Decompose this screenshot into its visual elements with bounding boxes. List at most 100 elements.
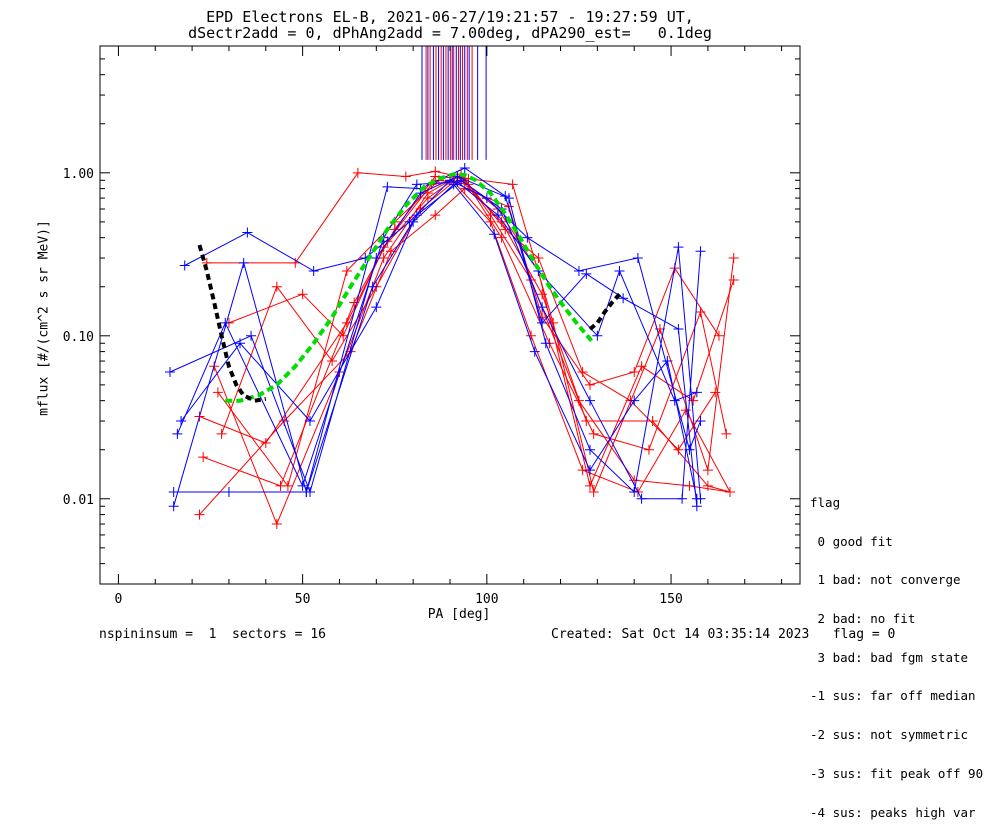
data-point bbox=[684, 480, 695, 491]
legend-entry: -4 sus: peaks high var bbox=[810, 804, 976, 820]
fit-layer bbox=[197, 172, 621, 403]
footer-spin-info: nspininsum = 1 sectors = 16 bbox=[99, 627, 326, 642]
series-line-3 bbox=[206, 170, 735, 494]
data-point bbox=[585, 465, 595, 476]
data-point bbox=[702, 480, 713, 491]
data-point bbox=[677, 493, 688, 504]
legend-entry: -3 sus: fit peak off 90 bbox=[810, 765, 984, 781]
data-point bbox=[629, 366, 640, 377]
x-tick-label: 50 bbox=[295, 592, 311, 607]
data-point bbox=[643, 444, 654, 455]
data-point bbox=[588, 487, 599, 498]
legend-entry: 3 bad: bad fgm state bbox=[810, 649, 969, 665]
chart-title-line2: dSectr2add = 0, dPhAng2add = 7.00deg, dP… bbox=[188, 24, 712, 42]
legend-entry: -1 sus: far off median bbox=[810, 688, 976, 704]
series-line-2 bbox=[213, 175, 735, 526]
y-tick-label: 0.01 bbox=[63, 493, 94, 508]
data-point bbox=[349, 297, 360, 308]
y-tick-label: 0.10 bbox=[63, 330, 94, 345]
data-point bbox=[695, 306, 706, 317]
data-point bbox=[172, 428, 183, 439]
data-point bbox=[573, 265, 584, 276]
data-point bbox=[382, 181, 393, 192]
data-point bbox=[352, 167, 363, 178]
series-line-9 bbox=[173, 179, 701, 500]
data-point bbox=[430, 166, 441, 177]
data-point bbox=[629, 395, 640, 406]
data-point bbox=[238, 257, 249, 268]
footer-created-info: Created: Sat Oct 14 03:35:14 2023 flag =… bbox=[551, 627, 896, 642]
data-point bbox=[341, 265, 352, 276]
data-point bbox=[282, 480, 293, 491]
data-point bbox=[271, 519, 282, 530]
data-point bbox=[168, 501, 179, 512]
legend-entry: 2 bad: no fit bbox=[810, 610, 916, 626]
vertical-markers-layer bbox=[421, 46, 487, 160]
data-point bbox=[728, 253, 739, 264]
data-point bbox=[260, 437, 271, 448]
data-point bbox=[305, 416, 315, 427]
data-point bbox=[338, 330, 349, 341]
y-axis-label: mflux [#/(cm^2 s sr MeV)] bbox=[36, 220, 52, 416]
series-line-10 bbox=[176, 181, 697, 488]
data-point bbox=[585, 379, 595, 390]
data-point bbox=[585, 444, 595, 455]
axes-layer: 0 50 100 150 0.01 0.10 1.00 bbox=[63, 45, 801, 607]
series-layer bbox=[165, 163, 739, 530]
series-line-8 bbox=[169, 175, 701, 499]
series-line-5 bbox=[228, 173, 727, 451]
legend-entry: 0 good fit bbox=[810, 533, 893, 549]
data-point bbox=[585, 395, 595, 406]
data-point bbox=[662, 356, 673, 367]
data-point bbox=[614, 265, 625, 276]
data-point bbox=[537, 302, 548, 313]
data-point bbox=[492, 210, 503, 221]
series-line-7 bbox=[221, 181, 731, 493]
data-point bbox=[179, 260, 190, 271]
legend-entry: 1 bad: not converge bbox=[810, 572, 961, 588]
series-line-12 bbox=[180, 183, 698, 499]
data-point bbox=[529, 346, 540, 357]
data-point bbox=[459, 163, 470, 174]
data-point bbox=[721, 428, 732, 439]
data-point bbox=[673, 444, 684, 455]
data-point bbox=[691, 493, 702, 504]
data-point bbox=[430, 210, 441, 221]
data-point bbox=[235, 338, 245, 349]
data-point bbox=[592, 330, 603, 341]
data-point bbox=[496, 232, 507, 243]
data-point bbox=[581, 268, 592, 279]
data-point bbox=[371, 302, 382, 313]
data-point bbox=[308, 265, 319, 276]
data-point bbox=[581, 416, 592, 427]
series-line-4 bbox=[199, 188, 720, 515]
data-point bbox=[500, 191, 511, 202]
data-point bbox=[585, 480, 595, 491]
data-point bbox=[242, 227, 253, 238]
series-line-13 bbox=[184, 179, 701, 452]
data-point bbox=[533, 253, 544, 264]
x-tick-label: 150 bbox=[659, 592, 682, 607]
data-point bbox=[489, 229, 500, 240]
data-point bbox=[695, 416, 706, 427]
data-point bbox=[341, 317, 352, 328]
chart-plot: 0 50 100 150 0.01 0.10 1.00 bbox=[63, 45, 801, 607]
data-point bbox=[297, 289, 308, 300]
data-point bbox=[673, 324, 684, 335]
series-line-11 bbox=[173, 167, 698, 507]
data-point bbox=[290, 257, 301, 268]
data-point bbox=[212, 387, 223, 398]
data-point bbox=[684, 444, 695, 455]
flag-legend: flag 0 good fit 1 bad: not converge 2 ba… bbox=[810, 471, 983, 832]
data-point bbox=[710, 387, 721, 398]
data-point bbox=[198, 452, 209, 463]
data-point bbox=[647, 416, 658, 427]
data-point bbox=[673, 242, 684, 253]
data-point bbox=[588, 428, 599, 439]
fit-curve-black-left bbox=[197, 244, 267, 403]
data-point bbox=[216, 428, 227, 439]
data-point bbox=[194, 509, 205, 520]
data-point bbox=[537, 317, 548, 328]
legend-title: flag bbox=[810, 494, 841, 510]
data-point bbox=[165, 366, 175, 377]
